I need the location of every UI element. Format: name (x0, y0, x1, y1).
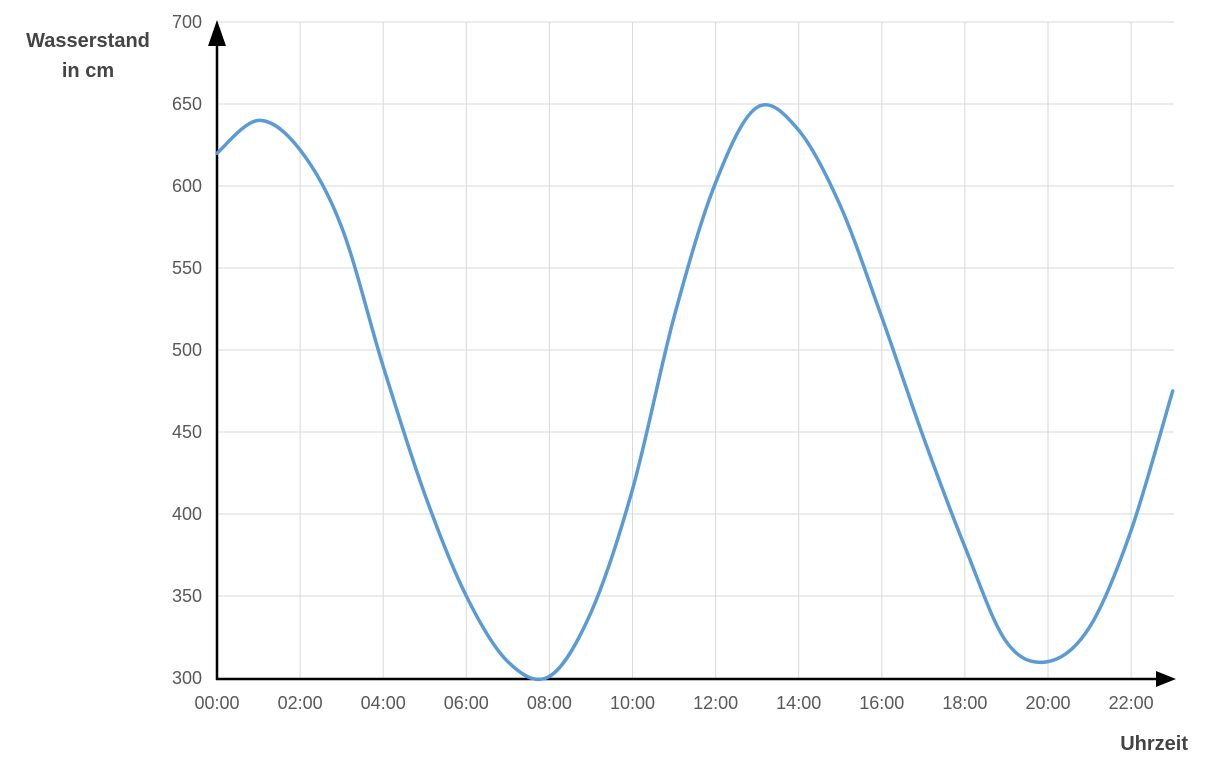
x-tick-label: 22:00 (1109, 693, 1154, 713)
y-tick-label: 500 (172, 340, 202, 360)
y-axis-title-line1: Wasserstand (26, 30, 150, 52)
x-axis-title: Uhrzeit (1120, 733, 1188, 755)
y-tick-label: 650 (172, 94, 202, 114)
y-axis-title: Wasserstand in cm (8, 26, 168, 86)
x-tick-label: 14:00 (776, 693, 821, 713)
y-tick-label: 550 (172, 258, 202, 278)
x-tick-label: 16:00 (859, 693, 904, 713)
x-tick-label: 08:00 (527, 693, 572, 713)
x-tick-label: 00:00 (194, 693, 239, 713)
y-axis-title-line2: in cm (61, 60, 115, 82)
x-tick-label: 12:00 (693, 693, 738, 713)
y-tick-label: 700 (172, 12, 202, 32)
y-axis-arrow-icon (208, 20, 226, 46)
x-axis-arrow-icon (1156, 671, 1176, 687)
x-tick-label: 02:00 (278, 693, 323, 713)
x-tick-label: 10:00 (610, 693, 655, 713)
water-level-curve (215, 103, 1175, 682)
x-tick-label: 06:00 (444, 693, 489, 713)
x-tick-label: 04:00 (361, 693, 406, 713)
y-tick-label: 400 (172, 504, 202, 524)
y-tick-label: 450 (172, 422, 202, 442)
x-tick-label: 20:00 (1025, 693, 1070, 713)
x-tick-label: 18:00 (942, 693, 987, 713)
y-tick-label: 350 (172, 586, 202, 606)
y-tick-label: 300 (172, 668, 202, 688)
y-tick-label: 600 (172, 176, 202, 196)
